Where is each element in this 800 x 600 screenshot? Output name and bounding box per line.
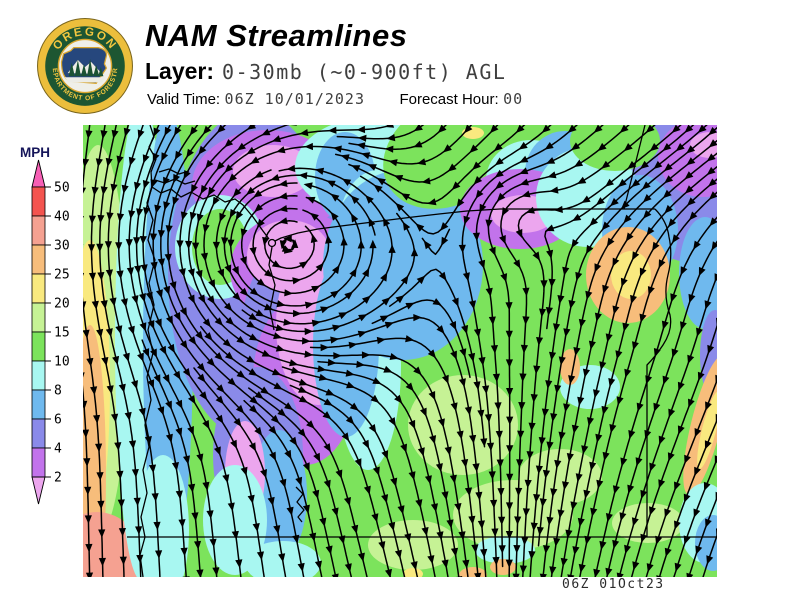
forecast-hour-label: Forecast Hour: <box>399 91 499 108</box>
geography-borders <box>127 124 717 578</box>
legend-color-segment <box>31 418 46 449</box>
forecast-hour-value: 00 <box>503 90 524 108</box>
valid-time-value: 06Z 10/01/2023 <box>224 90 365 108</box>
legend-color-segment <box>31 186 46 217</box>
legend-tick-label: 10 <box>54 355 70 370</box>
snow-base <box>64 77 106 83</box>
page-title: NAM Streamlines <box>145 18 408 53</box>
legend-tick-label: 6 <box>54 413 62 428</box>
legend-units-label: MPH <box>20 145 50 160</box>
legend-color-segment <box>31 447 46 478</box>
layer-label: Layer: <box>145 58 215 84</box>
legend-color-segment <box>31 360 46 391</box>
legend-color-segment <box>31 331 46 362</box>
legend-color-segment <box>31 389 46 420</box>
legend-color-segment <box>31 244 46 275</box>
streamline-map <box>51 97 752 600</box>
legend-color-segment <box>31 302 46 333</box>
legend-below-min-arrow <box>31 476 46 505</box>
legend-color-segment <box>31 215 46 246</box>
legend-tick-label: 4 <box>54 442 62 457</box>
wind-speed-legend: MPH 50 40 30 25 20 15 10 8 6 4 2 <box>20 145 70 505</box>
map-timestamp: 06Z 01Oct23 <box>562 577 665 592</box>
legend-tick-label: 30 <box>54 239 70 254</box>
layer-value: 0-30mb (~0-900ft) AGL <box>222 60 507 84</box>
time-row: Valid Time: 06Z 10/01/2023 Forecast Hour… <box>147 90 523 109</box>
vortex-eye-marker <box>267 238 277 248</box>
layer-row: Layer: 0-30mb (~0-900ft) AGL <box>145 58 506 85</box>
legend-tick-label: 8 <box>54 384 62 399</box>
legend-color-segment <box>31 273 46 304</box>
trees-icon <box>68 58 104 77</box>
legend-tick-label: 50 <box>54 181 70 196</box>
legend-tick-label: 15 <box>54 326 70 341</box>
legend-tick-label: 2 <box>54 471 62 486</box>
map-canvas <box>51 97 752 600</box>
valid-time-label: Valid Time: <box>147 91 221 108</box>
legend-above-max-arrow <box>31 159 46 188</box>
legend-tick-label: 25 <box>54 268 70 283</box>
logo-oregon-emblem <box>60 47 108 84</box>
legend-tick-label: 40 <box>54 210 70 225</box>
odf-logo: OREGON DEPARTMENT OF FORESTRY <box>36 16 133 114</box>
arrowheads <box>74 118 723 589</box>
legend-tick-label: 20 <box>54 297 70 312</box>
